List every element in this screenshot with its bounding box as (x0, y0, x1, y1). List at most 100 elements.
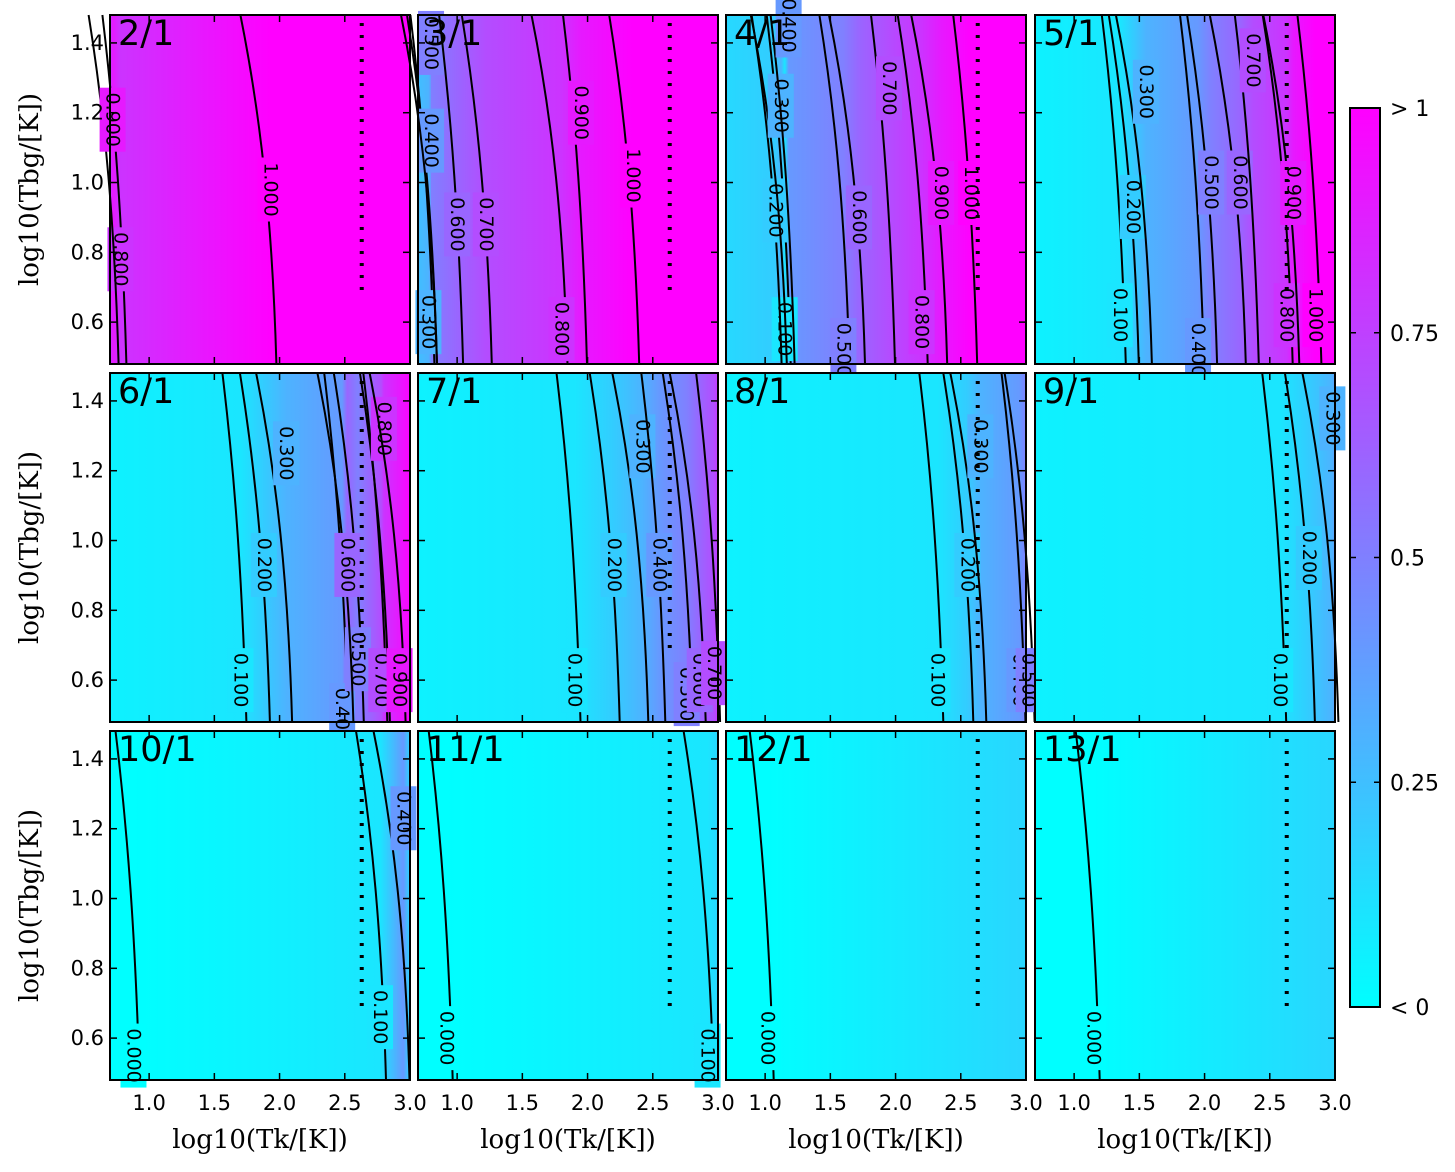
panel-frame (1034, 14, 1336, 365)
colorbar-tick-label: 0.5 (1390, 547, 1425, 572)
y-tick-label: 0.8 (71, 956, 104, 980)
x-tick-label: 2.5 (328, 1091, 361, 1115)
contour-label-bg (958, 160, 985, 225)
contour-label: 1.000 (622, 148, 644, 202)
contour-label-bg (775, 0, 802, 58)
contour-label: 0.900 (930, 166, 952, 220)
contour-label-bg (620, 143, 647, 208)
panel-label: 11/1 (426, 730, 505, 770)
contour-line (828, 14, 866, 365)
contour-label: 0.200 (765, 183, 787, 237)
panel-frame (417, 730, 719, 1081)
y-axis-title: log10(Tbg/[K]) (15, 809, 45, 1002)
x-tick-label: 2.0 (571, 1091, 604, 1115)
contour-label: 0.300 (969, 419, 991, 473)
contour-label-bg (227, 648, 254, 713)
contour-label: 0.100 (563, 653, 585, 707)
contour-label-bg (1185, 318, 1212, 383)
x-axis-title: log10(Tk/[K]) (172, 1125, 348, 1155)
contour-label-bg (568, 80, 595, 145)
contour-label: 0.100 (697, 1028, 719, 1082)
contour-label-bg (1302, 283, 1329, 348)
contour-label: 0.400 (648, 538, 670, 592)
contour-label: 1.000 (259, 162, 281, 216)
contour-label-bg (367, 985, 393, 1050)
colorbar: < 0 0.25 0.5 0.75 > 1 (1349, 97, 1439, 1021)
panel-label: 13/1 (1043, 730, 1122, 770)
contour-label-bg (250, 532, 277, 597)
contour-label-bg (1239, 28, 1266, 93)
panel-label: 8/1 (734, 372, 790, 412)
y-tick-label: 1.0 (71, 887, 104, 911)
x-tick-label: 3.0 (701, 1091, 734, 1115)
y-axis-titles: log10(Tbg/[K]) log10(Tbg/[K]) log10(Tbg/[K… (15, 93, 45, 1002)
contour-label: 0.000 (757, 1011, 779, 1065)
x-axis-title: log10(Tk/[K]) (480, 1125, 656, 1155)
panel-label: 3/1 (426, 14, 482, 54)
x-tick-label: 1.0 (748, 1091, 781, 1115)
contour-label: 0.200 (253, 538, 275, 592)
contour-label: 0.100 (926, 653, 948, 707)
contour-label: 0.100 (1269, 653, 1291, 707)
contour-line (818, 14, 851, 365)
panel-frame (109, 730, 411, 1081)
x-tick-label: 1.5 (814, 1091, 847, 1115)
panel-frame (1034, 372, 1336, 723)
x-axis-title: log10(Tk/[K]) (1097, 1125, 1273, 1155)
x-tick-label: 1.0 (440, 1091, 473, 1115)
contour-label-bg (1132, 59, 1159, 124)
x-tick-label: 1.5 (1123, 1091, 1156, 1115)
contour-label: 0.400 (778, 0, 800, 53)
panel-frame (417, 372, 719, 723)
contour-label: 0.700 (878, 61, 900, 115)
contour-label-bg (472, 192, 499, 257)
x-tick-label: 1.5 (506, 1091, 539, 1115)
contour-label-bg (600, 532, 627, 597)
contour-label: 0.400 (1187, 323, 1209, 377)
contour-label: 0.700 (475, 197, 497, 251)
y-tick-label: 1.4 (71, 389, 104, 413)
y-tick-label: 0.6 (71, 668, 104, 692)
contour-label: 0.200 (1298, 531, 1320, 585)
panel-label: 6/1 (118, 372, 174, 412)
contour-label: 0.000 (123, 1028, 145, 1082)
colorbar-tick-label: 0.25 (1390, 771, 1439, 796)
contour-label: 0.100 (1109, 288, 1131, 342)
contour-line (749, 14, 788, 365)
contour-label: 0.200 (1122, 180, 1144, 234)
contour-label: 0.700 (1242, 33, 1264, 87)
contour-label-bg (846, 185, 873, 250)
panel-6-1: 0.1000.2000.3000.4000.5000.6000.7000.800… (71, 372, 413, 748)
heatmap-field (1035, 731, 1335, 1080)
contour-label-bg (444, 192, 471, 257)
contour-label-bg (928, 160, 955, 225)
colorbar-tick-label: < 0 (1390, 996, 1429, 1021)
contour-line (1179, 14, 1205, 365)
contour-label: 0.800 (1276, 288, 1298, 342)
contour-label: 0.800 (911, 295, 933, 349)
x-tick-label: 3.0 (393, 1091, 426, 1115)
x-tick-label: 1.0 (132, 1091, 165, 1115)
contour-line (1114, 14, 1153, 365)
panel-frame (1034, 730, 1336, 1081)
panel-label: 7/1 (426, 372, 482, 412)
contour-label-bg (1080, 1006, 1107, 1071)
y-axis-title: log10(Tbg/[K]) (15, 451, 45, 644)
panel-frame (417, 14, 719, 365)
contour-label: 0.400 (420, 113, 442, 167)
contour-label-bg (754, 1006, 781, 1071)
y-tick-label: 1.0 (71, 529, 104, 553)
y-tick-label: 1.0 (71, 171, 104, 195)
contour-label: 0.200 (603, 538, 625, 592)
contour-label-bg (1280, 160, 1307, 225)
y-tick-label: 1.2 (71, 101, 104, 125)
contour-label: 0.900 (389, 653, 411, 707)
panel-frame (109, 14, 411, 365)
x-tick-label: 2.0 (879, 1091, 912, 1115)
panel-grid: 0.8000.9001.0002/10.60.81.01.21.40.3000.… (71, 0, 1352, 1115)
contour-label: 0.300 (1321, 391, 1343, 445)
contour-line (87, 14, 120, 365)
colorbar-tick-label: > 1 (1390, 97, 1429, 122)
